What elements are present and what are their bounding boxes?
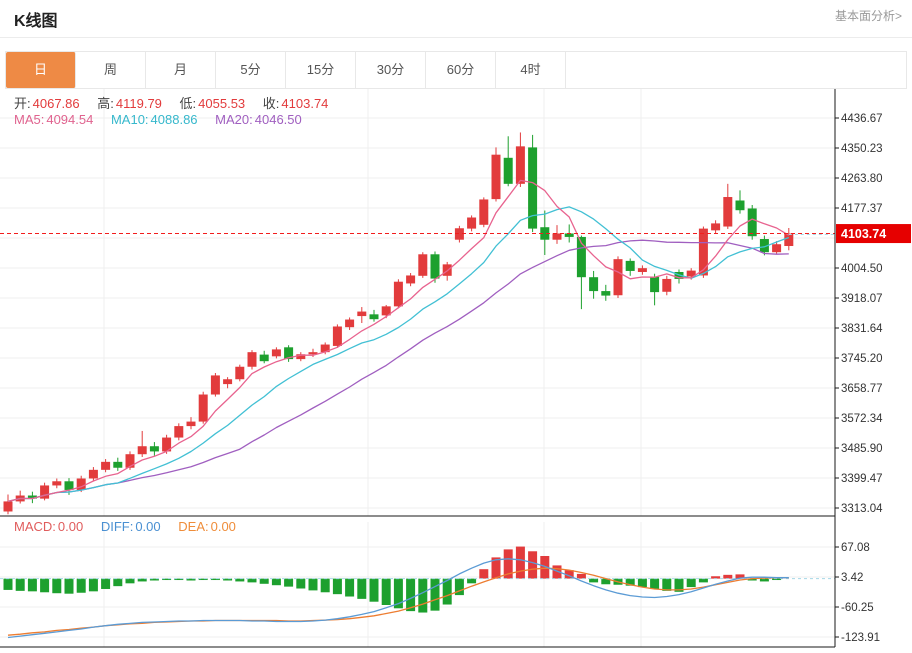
svg-text:4103.74: 4103.74 — [841, 227, 886, 241]
kline-chart-area[interactable]: 4436.67 4350.23 4263.80 4177.37 4004.50 3918.… — [0, 89, 912, 652]
open-value: 4067.86 — [32, 96, 80, 111]
page-header: K线图 基本面分析> — [0, 0, 912, 38]
ma-info-row: MA5: 4094.54 MA10: 4088.86 MA20: 4046.50 — [14, 112, 304, 127]
dea-value: 0.00 — [210, 519, 236, 534]
svg-text:3572.34: 3572.34 — [841, 413, 883, 425]
diff-label: DIFF: — [100, 519, 134, 534]
svg-text:4350.23: 4350.23 — [841, 143, 883, 155]
tab-4hour[interactable]: 4时 — [496, 52, 566, 88]
open-label: 开: — [14, 96, 31, 111]
low-value: 4055.53 — [198, 96, 246, 111]
svg-text:3399.47: 3399.47 — [841, 473, 883, 485]
svg-text:3313.04: 3313.04 — [841, 503, 883, 515]
svg-text:-123.91: -123.91 — [841, 632, 880, 644]
ma5-value: 4094.54 — [46, 112, 94, 127]
low-label: 低: — [179, 96, 197, 111]
svg-text:4004.50: 4004.50 — [841, 263, 883, 275]
tab-bar-filler — [566, 52, 906, 88]
svg-text:3.42: 3.42 — [841, 572, 863, 584]
tab-5min[interactable]: 5分 — [216, 52, 286, 88]
page-title: K线图 — [14, 12, 58, 30]
dea-label: DEA: — [178, 519, 209, 534]
svg-text:3485.90: 3485.90 — [841, 443, 883, 455]
tab-60min[interactable]: 60分 — [426, 52, 496, 88]
svg-text:3658.77: 3658.77 — [841, 383, 883, 395]
macd-label: MACD: — [14, 519, 56, 534]
high-label: 高: — [97, 96, 114, 111]
svg-text:4177.37: 4177.37 — [841, 203, 883, 215]
diff-value: 0.00 — [135, 519, 161, 534]
ohlc-info-row: 开: 4067.86 高: 4119.79 低: 4055.53 收: 4103.74 — [14, 93, 330, 112]
ma10-label: MA10: — [110, 112, 149, 127]
ma20-label: MA20: — [215, 112, 253, 127]
tab-15min[interactable]: 15分 — [286, 52, 356, 88]
tab-30min[interactable]: 30分 — [356, 52, 426, 88]
svg-text:4436.67: 4436.67 — [841, 113, 883, 125]
interval-tab-bar: 日 周 月 5分 15分 30分 60分 4时 — [5, 51, 907, 89]
macd-value: 0.00 — [57, 519, 84, 534]
close-label: 收: — [262, 96, 280, 111]
svg-text:-60.25: -60.25 — [841, 602, 874, 614]
svg-text:3918.07: 3918.07 — [841, 293, 883, 305]
macd-info-row: MACD: 0.00 DIFF: 0.00 DEA: 0.00 — [14, 519, 238, 534]
ma20-value: 4046.50 — [254, 112, 302, 127]
ma5-label: MA5: — [14, 112, 45, 127]
tab-month[interactable]: 月 — [146, 52, 216, 88]
high-value: 4119.79 — [115, 96, 162, 111]
svg-text:4263.80: 4263.80 — [841, 173, 883, 185]
fundamental-analysis-link[interactable]: 基本面分析> — [834, 9, 902, 23]
svg-text:3745.20: 3745.20 — [841, 353, 883, 365]
svg-text:67.08: 67.08 — [841, 542, 870, 554]
tab-week[interactable]: 周 — [76, 52, 146, 88]
tab-day[interactable]: 日 — [6, 52, 76, 88]
ma10-value: 4088.86 — [150, 112, 198, 127]
kline-chart-canvas[interactable]: 4436.67 4350.23 4263.80 4177.37 4004.50 3918.… — [0, 89, 912, 652]
close-value: 4103.74 — [281, 96, 329, 111]
svg-text:3831.64: 3831.64 — [841, 323, 883, 335]
